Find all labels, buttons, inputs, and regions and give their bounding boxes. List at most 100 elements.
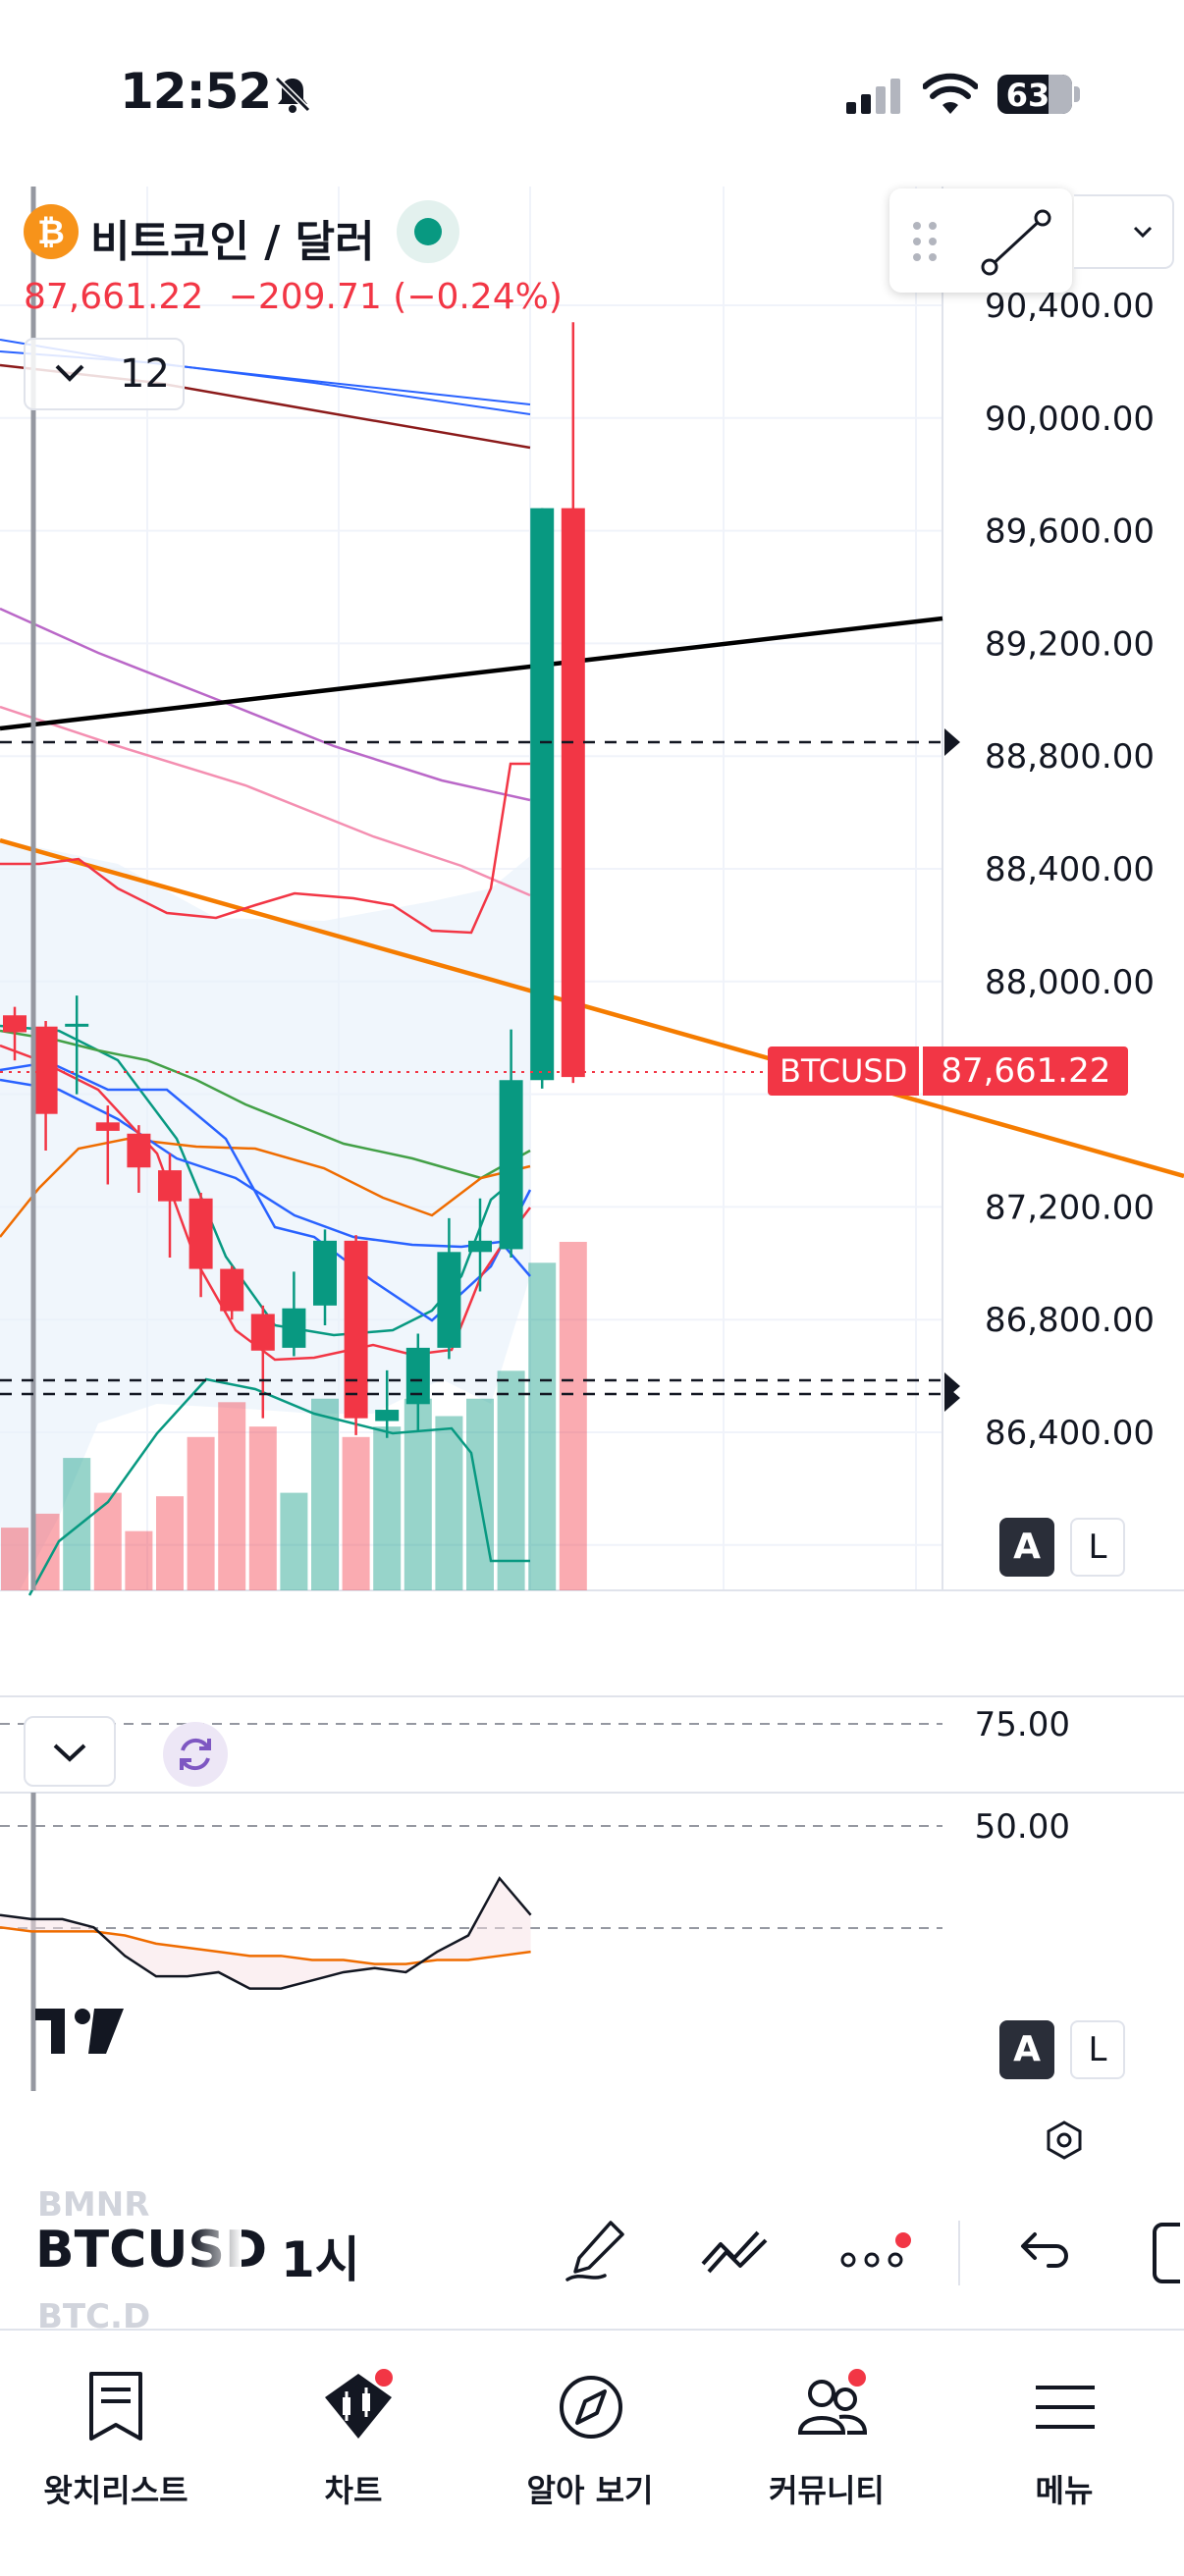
volume-bar [248, 1426, 277, 1590]
svg-text:₿: ₿ [37, 213, 65, 252]
candle-body [530, 508, 555, 1081]
battery-percent: 63 [1005, 77, 1050, 114]
candle-body [3, 1015, 27, 1033]
price-chart[interactable]: 90,400.00 90,000.00 89,600.00 89,200.00 88,8… [0, 177, 1184, 1600]
candle-body [375, 1410, 400, 1422]
battery-level [1049, 75, 1072, 114]
drag-handle-icon[interactable] [911, 220, 939, 263]
price-tick-label: 90,000.00 [985, 400, 1155, 439]
settings-hex-icon[interactable] [1043, 2119, 1086, 2162]
price-tick-label: 88,000.00 [985, 963, 1155, 1002]
trend-line-orange [0, 837, 1184, 1179]
volume-bar [559, 1242, 587, 1590]
fullscreen-icon[interactable] [1151, 2221, 1184, 2285]
osc-main-line [0, 1876, 532, 1990]
volume-bar [342, 1436, 370, 1590]
pen-draw-icon[interactable] [562, 2217, 630, 2285]
auto-scale-button[interactable]: A [999, 1518, 1054, 1577]
undo-icon[interactable] [1017, 2228, 1068, 2276]
trend-line-black [0, 616, 943, 731]
volume-bar [466, 1398, 494, 1590]
tab-explore[interactable]: 알아 보기 [482, 2360, 698, 2517]
bollinger-lower [0, 1044, 531, 1362]
volume-bar [156, 1496, 184, 1590]
indicators-toggle[interactable]: 12 [24, 338, 185, 410]
volume-bar [373, 1426, 402, 1590]
volume-bar [218, 1402, 246, 1590]
refresh-button[interactable] [163, 1722, 228, 1787]
price-tick-label: 86,800.00 [985, 1301, 1155, 1340]
candle-body [220, 1268, 244, 1312]
candle-body [250, 1314, 275, 1351]
price-tick-label: 88,800.00 [985, 737, 1155, 777]
volume-bar [280, 1492, 308, 1590]
osc-fill [0, 1878, 531, 1989]
price-tick-label: 86,400.00 [985, 1414, 1155, 1453]
ma-line-purple [0, 607, 531, 802]
drawing-tool-pill[interactable] [889, 188, 1072, 293]
trend-tools-icon[interactable] [699, 2221, 772, 2280]
menu-icon [1036, 2386, 1095, 2429]
volume-bar [497, 1370, 525, 1590]
bollinger-lower-green [27, 1377, 530, 1596]
candle-body [65, 1023, 89, 1027]
candle-body [127, 1133, 151, 1168]
more-options-icon[interactable] [840, 2230, 913, 2280]
volume-bar [311, 1398, 339, 1590]
market-open-indicator [414, 218, 442, 245]
volume-bar [125, 1530, 153, 1590]
osc-tick-label: 50.00 [975, 1807, 1070, 1847]
symbol-prev[interactable]: BMNR [37, 2185, 150, 2225]
tab-watchlist[interactable]: 왓치리스트 [8, 2360, 224, 2517]
osc-signal-line [0, 1925, 531, 1965]
osc-auto-scale-button[interactable]: A [999, 2020, 1054, 2079]
oscillator-chart[interactable]: 75.00 50.00 [0, 1689, 1184, 2101]
osc-log-scale-button[interactable]: L [1070, 2020, 1125, 2079]
tab-menu[interactable]: 메뉴 [956, 2360, 1172, 2517]
battery-tip [1074, 86, 1080, 102]
bottom-tab-bar: 왓치리스트 차트 알아 보기 [0, 2329, 1184, 2576]
tradingview-logo [35, 2009, 124, 2054]
indicators-count: 12 [120, 351, 170, 397]
price-tag-value: 87,661.22 [923, 1046, 1129, 1096]
trend-line-tool-icon[interactable] [980, 208, 1052, 277]
level-arrow [944, 1384, 960, 1412]
status-time: 12:52 [120, 63, 272, 120]
ma-line-green [0, 1029, 531, 1180]
market-status-dot[interactable] [397, 200, 459, 263]
candle-body [344, 1240, 368, 1419]
signal-icon [846, 79, 900, 114]
price-tick-label: 89,600.00 [985, 512, 1155, 552]
log-scale-button[interactable]: L [1070, 1518, 1125, 1577]
oscillator-collapse-button[interactable] [24, 1716, 116, 1787]
symbol-name: 비트코인 / 달러 [90, 217, 375, 267]
candle-body [158, 1170, 182, 1202]
price-change: −209.71 (−0.24%) [228, 277, 563, 317]
chart-icon [325, 2369, 393, 2439]
price-change-line: 87,661.22 −209.71 (−0.24%) [24, 277, 563, 317]
watchlist-icon [89, 2372, 142, 2441]
candle-body [437, 1252, 461, 1348]
tab-label: 커뮤니티 [769, 2472, 885, 2509]
chevron-down-icon [53, 1744, 86, 1762]
bitcoin-icon: ₿ [24, 204, 79, 259]
symbol-fade [192, 2209, 242, 2287]
volume-bar [435, 1416, 463, 1590]
refresh-icon [180, 1738, 211, 1771]
toolbar-divider [958, 2221, 960, 2285]
interval-selector[interactable]: 1시 [281, 2231, 360, 2288]
tool-dropdown[interactable] [1074, 194, 1174, 269]
volume-bar [31, 1513, 60, 1590]
tab-community[interactable]: 커뮤니티 [719, 2360, 935, 2517]
bell-off-icon [274, 76, 311, 113]
wifi-icon [923, 73, 978, 114]
volume-bar [1, 1528, 28, 1590]
candle-body [561, 508, 585, 1078]
candle-body [282, 1308, 306, 1348]
ma-line-orange [0, 1137, 531, 1238]
candle-body [188, 1198, 213, 1269]
symbol-header[interactable]: ₿ 비트코인 / 달러 [24, 200, 475, 267]
tab-chart[interactable]: 차트 [245, 2360, 461, 2517]
candle-body [313, 1240, 337, 1306]
price-tick-label: 88,400.00 [985, 850, 1155, 889]
